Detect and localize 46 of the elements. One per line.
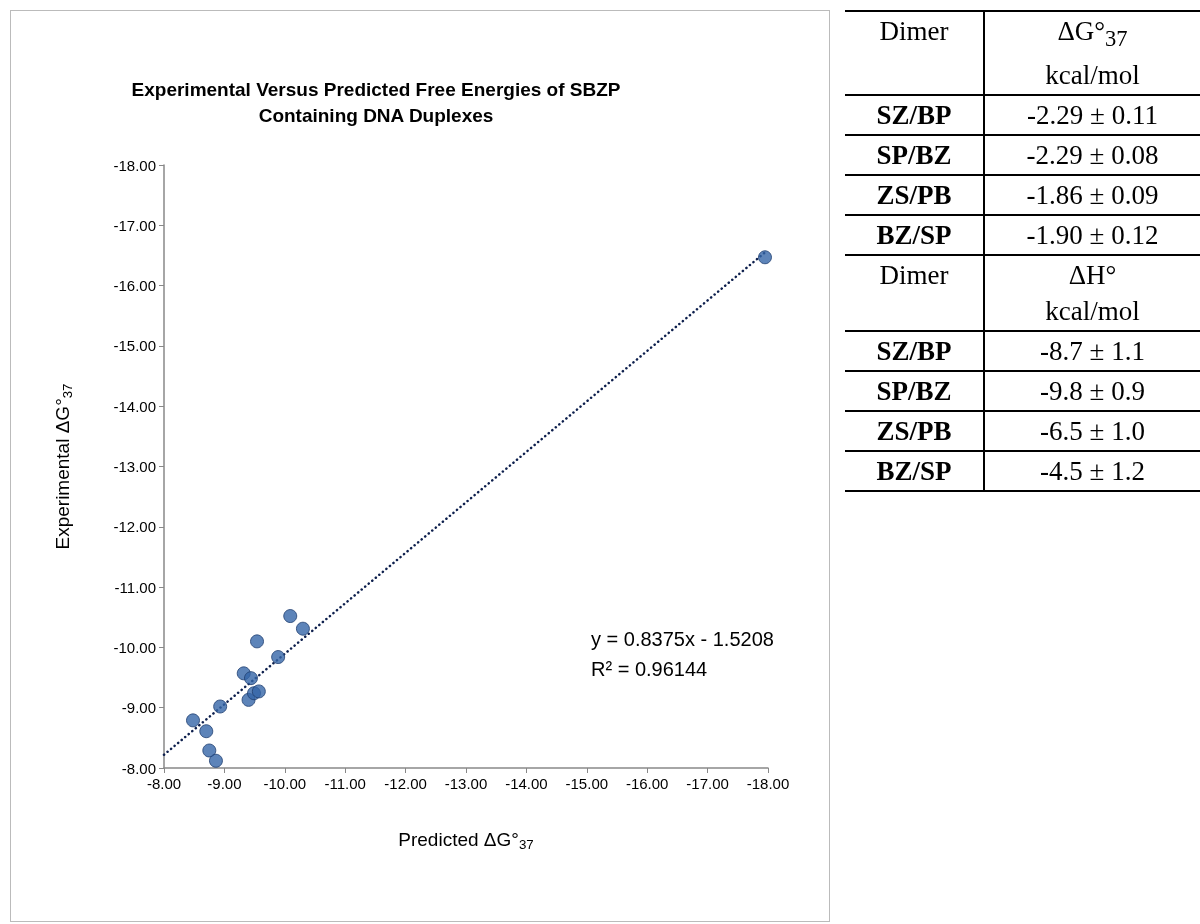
text: -6.5 ± 1.0 <box>985 413 1200 450</box>
text: SZ/BP <box>845 331 984 372</box>
y-tick-label: -9.00 <box>121 699 156 717</box>
y-tick-label: -17.00 <box>113 216 156 234</box>
text: SZ/BP <box>845 95 984 136</box>
y-tick-label: -10.00 <box>113 638 156 656</box>
x-tick-label: -8.00 <box>146 775 182 792</box>
text: -8.7 ± 1.1 <box>985 333 1200 370</box>
text: BZ/SP <box>845 215 984 256</box>
x-tick-label: -11.00 <box>324 775 366 792</box>
x-tick-label: -15.00 <box>565 775 609 792</box>
text: SP/BZ <box>845 135 984 176</box>
annotation: y = 0.8375x - 1.5208 <box>590 628 774 650</box>
text: ΔG°$_{37}$ kcal/mol <box>985 13 1200 94</box>
y-tick-label: -16.00 <box>113 277 156 295</box>
y-tick-label: -11.00 <box>114 578 156 596</box>
x-tick-label: -17.00 <box>686 775 729 792</box>
y-tick-label: -15.00 <box>113 337 156 355</box>
text: -1.86 ± 0.09 <box>985 177 1200 214</box>
x-tick-label: -13.00 <box>444 775 488 792</box>
y-axis-title: Experimental ΔG°37 <box>52 383 75 550</box>
text: Dimer <box>845 255 984 332</box>
text: ZS/PB <box>845 175 984 216</box>
y-tick-label: -14.00 <box>113 397 156 415</box>
y-tick-label: -13.00 <box>113 458 156 475</box>
text: Dimer <box>845 11 984 96</box>
text: -9.8 ± 0.9 <box>985 373 1200 410</box>
x-tick-label: -12.00 <box>384 775 427 792</box>
y-tick-label: -8.00 <box>121 759 156 777</box>
text: -2.29 ± 0.08 <box>985 137 1200 174</box>
y-tick-label: -12.00 <box>113 518 156 536</box>
x-tick-label: -16.00 <box>625 775 669 792</box>
text: ZS/PB <box>845 411 984 452</box>
x-tick-label: -18.00 <box>746 775 790 792</box>
text: -2.29 ± 0.11 <box>985 97 1200 134</box>
x-tick-label: -10.00 <box>263 775 307 792</box>
text: -1.90 ± 0.12 <box>985 217 1200 254</box>
annotation: R² = 0.96144 <box>590 658 708 680</box>
text: BZ/SP <box>845 451 984 492</box>
x-tick-label: -14.00 <box>505 775 548 792</box>
x-tick-label: -9.00 <box>207 775 242 792</box>
text: -4.5 ± 1.2 <box>985 453 1200 490</box>
y-tick-label: -18.00 <box>113 156 156 174</box>
text: ΔH° kcal/mol <box>985 257 1200 330</box>
chart-title: Experimental Versus Predicted Free Energies of SBZP Containing DNA Duplexes <box>131 78 621 126</box>
text: SP/BZ <box>845 371 984 412</box>
